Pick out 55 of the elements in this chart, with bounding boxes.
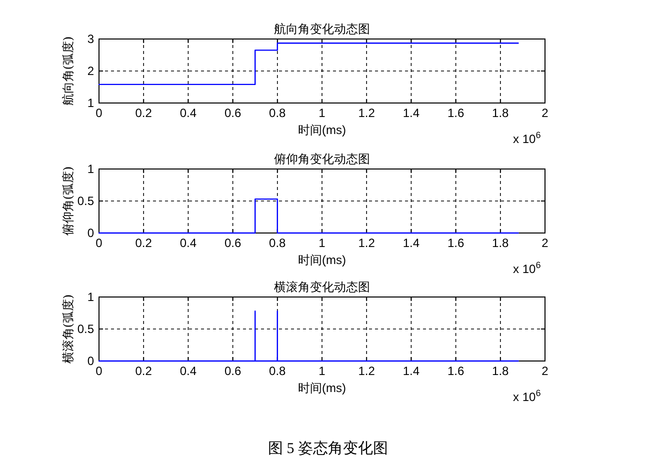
text: x 10$^{6}$ — [513, 130, 541, 146]
x-tick-label: 2 — [542, 236, 549, 250]
x-tick-label: 0.4 — [180, 364, 197, 378]
x-axis-title: 时间(ms) — [298, 123, 346, 137]
x-tick-label: 1 — [318, 106, 326, 120]
y-tick-label: 2 — [87, 64, 94, 78]
x-tick-label: 1.4 — [402, 236, 420, 250]
y-tick-label: 1 — [87, 162, 94, 176]
x-tick-label: 0.2 — [135, 364, 152, 378]
x-tick-label: 1.2 — [358, 106, 376, 120]
x-tick-label: 0.6 — [224, 106, 242, 120]
x-axis-title: 时间(ms) — [298, 253, 346, 267]
y-tick-label: 0.5 — [77, 322, 94, 336]
y-tick-label: 0 — [87, 226, 94, 240]
x-tick-label: 1.6 — [447, 364, 464, 378]
x-tick-label: 0.6 — [224, 364, 242, 378]
chart-title: 横滚角变化动态图 — [274, 280, 370, 294]
x-tick-label: 1 — [318, 364, 326, 378]
x-tick-label: 0 — [96, 106, 103, 120]
y-tick-label: 0.5 — [77, 194, 94, 208]
x-tick-label: 1.2 — [358, 364, 376, 378]
x-tick-label: 1.6 — [447, 106, 464, 120]
x-tick-label: 0.2 — [135, 236, 152, 250]
x-tick-label: 1 — [318, 236, 326, 250]
x-tick-label: 1.4 — [402, 364, 420, 378]
caption: 图 5 姿态角变化图 — [268, 440, 388, 457]
text: x 10$^{6}$ — [513, 260, 541, 276]
x-tick-label: 0 — [96, 236, 103, 250]
text: x 10$^{6}$ — [513, 388, 541, 404]
y-axis-title: 横滚角(弧度) — [61, 294, 75, 364]
x-tick-label: 1.2 — [358, 236, 376, 250]
y-axis-title: 航向角(弧度) — [61, 36, 75, 106]
x-tick-label: 0.6 — [224, 236, 242, 250]
x-tick-label: 0 — [96, 364, 103, 378]
y-tick-label: 1 — [87, 290, 94, 304]
y-tick-label: 0 — [87, 354, 94, 368]
x-tick-label: 1.8 — [492, 364, 510, 378]
chart-title: 俯仰角变化动态图 — [274, 152, 370, 166]
x-tick-label: 2 — [542, 364, 549, 378]
x-tick-label: 0.2 — [135, 106, 152, 120]
x-tick-label: 0.4 — [180, 236, 197, 250]
y-tick-label: 3 — [87, 32, 94, 46]
y-axis-title: 俯仰角(弧度) — [61, 166, 75, 236]
x-axis-title: 时间(ms) — [298, 381, 346, 395]
x-tick-label: 1.4 — [402, 106, 420, 120]
x-tick-label: 2 — [542, 106, 549, 120]
x-tick-label: 1.8 — [492, 236, 510, 250]
x-tick-label: 1.8 — [492, 106, 510, 120]
y-tick-label: 1 — [87, 96, 94, 110]
x-tick-label: 1.6 — [447, 236, 464, 250]
x-tick-label: 0.8 — [269, 236, 286, 250]
chart-title: 航向角变化动态图 — [274, 22, 370, 36]
x-tick-label: 0.4 — [180, 106, 197, 120]
x-tick-label: 0.8 — [269, 364, 286, 378]
x-tick-label: 0.8 — [269, 106, 286, 120]
